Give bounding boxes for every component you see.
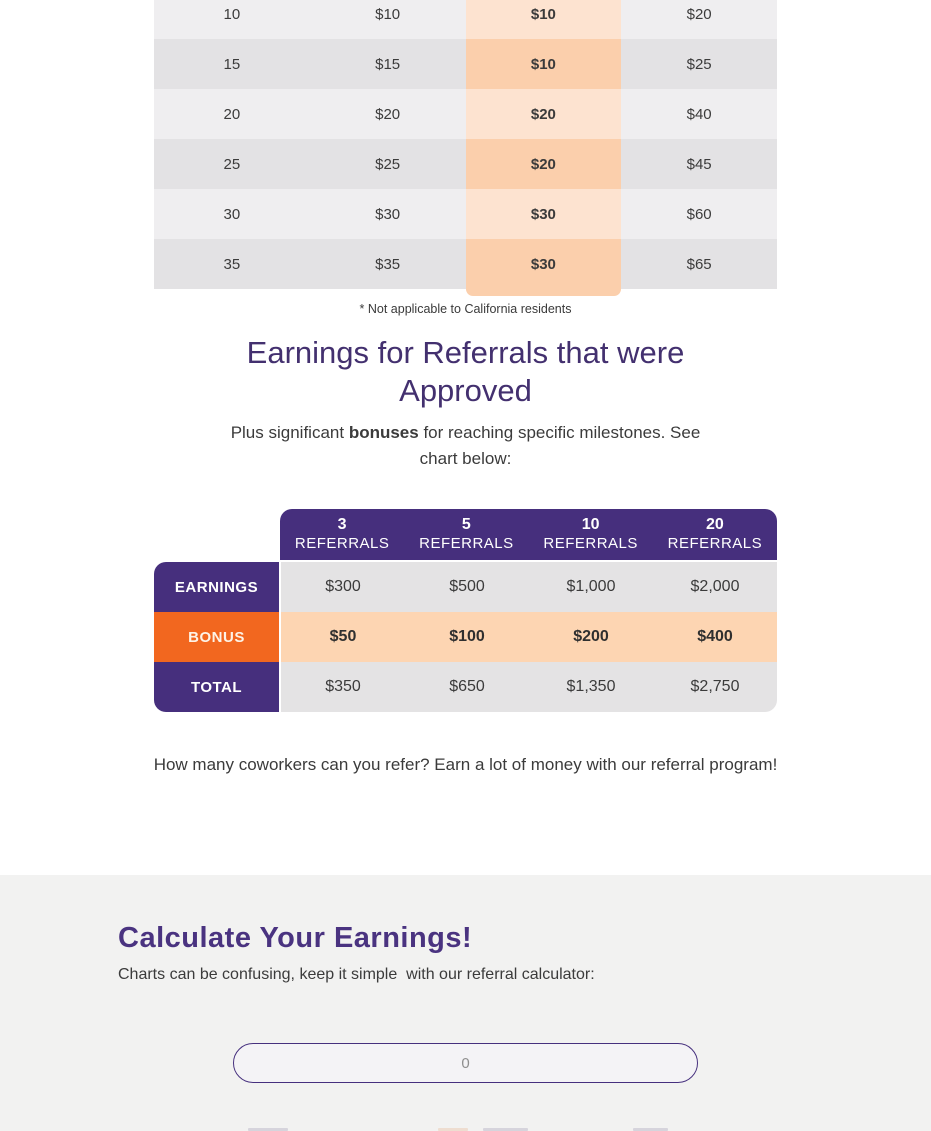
- calculator-subtext: Charts can be confusing, keep it simple …: [118, 966, 595, 983]
- premium-rate-cell: $40: [686, 105, 712, 123]
- standard-rate-cell: $25: [375, 155, 401, 173]
- bonus-header-cell: 20 REFERRALS: [653, 509, 777, 560]
- bonus-header-cell: 10 REFERRALS: [529, 509, 653, 560]
- calculator-heading: Calculate Your Earnings!: [118, 922, 473, 954]
- subtext-bold: bonuses: [348, 423, 419, 442]
- row-label-bonus: BONUS: [154, 612, 279, 662]
- highlighted-rate-cell: $30: [465, 189, 622, 239]
- highlighted-rate-cell: $20: [465, 89, 622, 139]
- referral-count-cell: 10: [223, 5, 241, 23]
- rates-table-row: 35 $35 $30 $65: [154, 239, 777, 289]
- referral-label: REFERRALS: [294, 535, 390, 553]
- row-values: $50 $100 $200 $400: [281, 612, 777, 662]
- value-cell: $2,000: [690, 578, 740, 595]
- standard-rate-cell: $10: [375, 5, 401, 23]
- rates-table-row: 25 $25 $20 $45: [154, 139, 777, 189]
- value-cell: $2,750: [690, 678, 740, 695]
- standard-rate-cell: $15: [375, 55, 401, 73]
- bonus-table-row-earnings: EARNINGS $300 $500 $1,000 $2,000: [154, 562, 777, 612]
- highlight-column-tail: [465, 289, 622, 296]
- standard-rate-cell: $20: [375, 105, 401, 123]
- value-cell: $200: [573, 628, 609, 645]
- earnings-heading: Earnings for Referrals that were Approve…: [246, 335, 685, 408]
- bonus-table-body: EARNINGS $300 $500 $1,000 $2,000 BONUS $50 $100…: [154, 562, 777, 712]
- value-cell: $400: [697, 628, 733, 645]
- value-cell: $1,350: [566, 678, 616, 695]
- california-footnote: * Not applicable to California residents: [359, 302, 572, 316]
- highlighted-rate-cell: $20: [465, 139, 622, 189]
- premium-rate-cell: $25: [686, 55, 712, 73]
- value-cell: $500: [449, 578, 485, 595]
- rates-table-row: 10 $10 $10 $20: [154, 0, 777, 39]
- referral-count-cell: 15: [223, 55, 241, 73]
- rates-table-row: 20 $20 $20 $40: [154, 89, 777, 139]
- row-label-earnings: EARNINGS: [154, 562, 279, 612]
- rates-table-body: 10 $10 $10 $20 15 $15 $10 $25 20 $20 $20 $40 25 $25 $2…: [154, 0, 777, 289]
- referral-count: 20: [705, 516, 724, 534]
- bonus-table-row-bonus: BONUS $50 $100 $200 $400: [154, 612, 777, 662]
- bonus-header-cell: 5 REFERRALS: [404, 509, 528, 560]
- calculator-section: Calculate Your Earnings! Charts can be c…: [0, 875, 931, 1131]
- bonus-table-header: 3 REFERRALS 5 REFERRALS 10 REFERRALS 20 REFERRA…: [280, 509, 777, 560]
- bonus-header-cell: 3 REFERRALS: [280, 509, 404, 560]
- bonus-table-row-total: TOTAL $350 $650 $1,350 $2,750: [154, 662, 777, 712]
- referral-cta-text: How many coworkers can you refer? Earn a…: [153, 755, 778, 774]
- row-values: $300 $500 $1,000 $2,000: [281, 562, 777, 612]
- value-cell: $100: [449, 628, 485, 645]
- referral-count: 10: [581, 516, 600, 534]
- premium-rate-cell: $60: [686, 205, 712, 223]
- highlighted-rate-cell: $10: [465, 0, 622, 39]
- row-values: $350 $650 $1,350 $2,750: [281, 662, 777, 712]
- cut-off-content: [233, 1124, 698, 1131]
- value-cell: $1,000: [566, 578, 616, 595]
- referral-count-input[interactable]: [233, 1043, 698, 1083]
- referral-count: 3: [337, 516, 347, 534]
- value-cell: $300: [325, 578, 361, 595]
- value-cell: $350: [325, 678, 361, 695]
- rates-table-row: 15 $15 $10 $25: [154, 39, 777, 89]
- premium-rate-cell: $65: [686, 255, 712, 273]
- earnings-subtext: Plus significant bonuses for reaching sp…: [0, 420, 931, 472]
- subtext-suffix: for reaching specific milestones. See ch…: [418, 423, 701, 468]
- referral-label: REFERRALS: [419, 535, 514, 553]
- value-cell: $50: [329, 628, 357, 645]
- row-label-total: TOTAL: [154, 662, 279, 712]
- referral-count: 5: [461, 516, 471, 534]
- referral-count-cell: 20: [223, 105, 241, 123]
- referral-count-cell: 30: [223, 205, 241, 223]
- value-cell: $650: [449, 678, 485, 695]
- rates-table-row: 30 $30 $30 $60: [154, 189, 777, 239]
- bonus-milestones-table: 3 REFERRALS 5 REFERRALS 10 REFERRALS 20 REFERRA…: [154, 509, 777, 712]
- referral-label: REFERRALS: [667, 535, 763, 553]
- referral-count-cell: 25: [223, 155, 241, 173]
- referral-rates-table: 10 $10 $10 $20 15 $15 $10 $25 20 $20 $20 $40 25 $25 $2…: [154, 0, 777, 296]
- highlighted-rate-cell: $10: [465, 39, 622, 89]
- premium-rate-cell: $45: [686, 155, 712, 173]
- standard-rate-cell: $30: [375, 205, 401, 223]
- highlighted-rate-cell: $30: [465, 239, 622, 289]
- standard-rate-cell: $35: [375, 255, 401, 273]
- subtext-prefix: Plus significant: [230, 423, 349, 442]
- premium-rate-cell: $20: [686, 5, 712, 23]
- referral-count-cell: 35: [223, 255, 241, 273]
- referral-label: REFERRALS: [543, 535, 638, 553]
